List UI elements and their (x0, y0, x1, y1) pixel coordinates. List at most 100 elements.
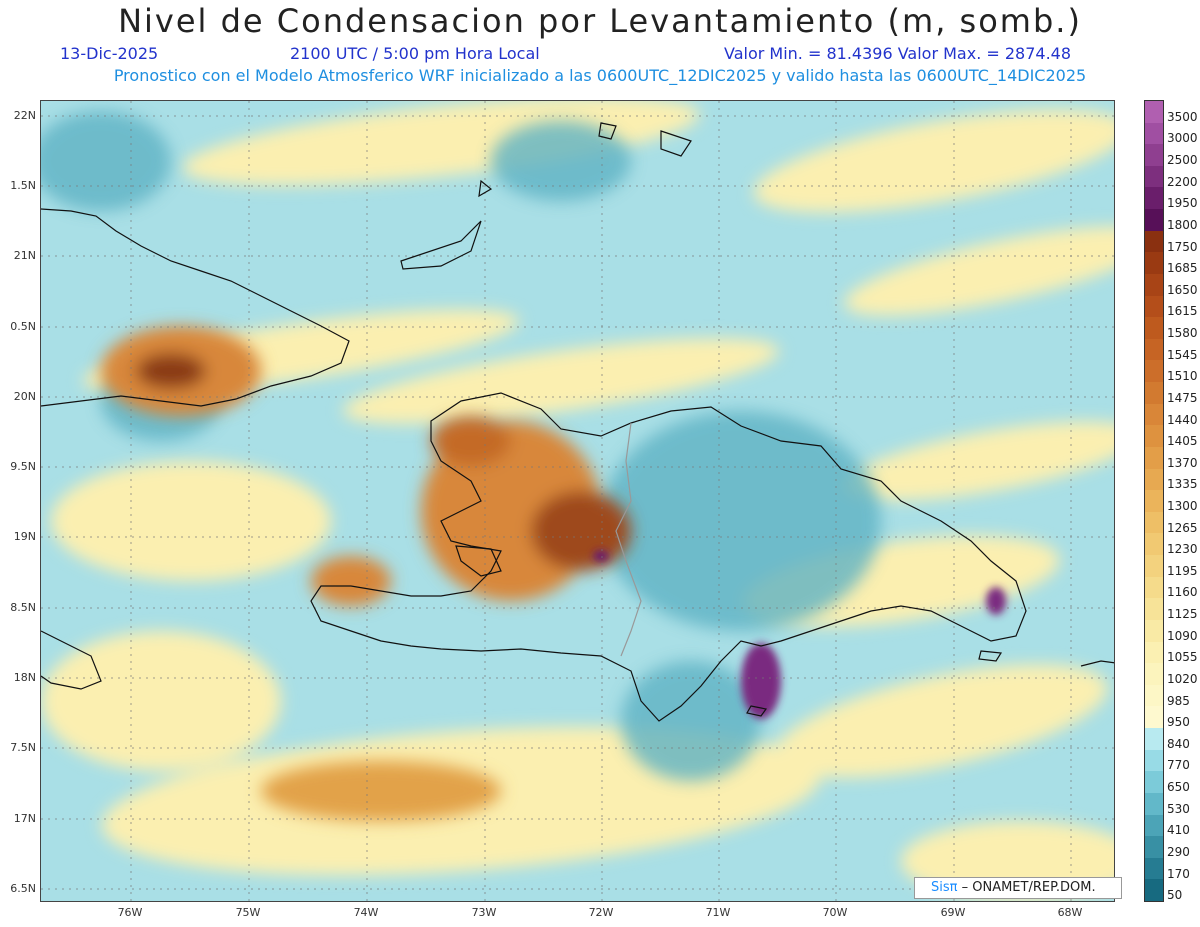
colorbar-segment (1145, 641, 1163, 664)
colorbar-segment (1145, 706, 1163, 729)
moist-areas (41, 111, 881, 781)
lon-label: 75W (235, 906, 261, 919)
coastlines (41, 122, 1114, 722)
colorbar-level-label: 410 (1167, 823, 1190, 838)
lat-label: 17N (13, 812, 36, 825)
sis-logo-text: Sisπ (931, 880, 958, 895)
colorbar-level-label: 1020 (1167, 671, 1198, 686)
lat-label: 20N (13, 390, 36, 403)
colorbar-segment (1145, 490, 1163, 513)
colorbar-level-label: 840 (1167, 736, 1190, 751)
colorbar-segment (1145, 576, 1163, 599)
colorbar-segment (1145, 403, 1163, 426)
colorbar-level-label: 1440 (1167, 412, 1198, 427)
colorbar-segment (1145, 728, 1163, 751)
colorbar-segment (1145, 382, 1163, 405)
colorbar-level-label: 1950 (1167, 196, 1198, 211)
colorbar-segment (1145, 295, 1163, 318)
colorbar-level-label: 950 (1167, 715, 1190, 730)
colorbar-level-label: 1750 (1167, 239, 1198, 254)
colorbar-segment (1145, 446, 1163, 470)
colorbar-level-label: 1370 (1167, 455, 1198, 470)
colorbar-level-label: 290 (1167, 844, 1190, 859)
map-title: Nivel de Condensacion por Levantamiento … (118, 2, 1082, 40)
colorbar-segment (1145, 836, 1163, 859)
colorbar-level-label: 1335 (1167, 477, 1198, 492)
lon-label: 70W (822, 906, 848, 919)
colorbar-segment (1145, 619, 1163, 643)
lat-label: 1.5N (10, 179, 36, 192)
colorbar-level-label: 1160 (1167, 585, 1198, 600)
colorbar-segment (1145, 814, 1163, 837)
colorbar-segment (1145, 360, 1163, 383)
lat-label: 21N (13, 249, 36, 262)
forecast-date: 13-Dic-2025 (60, 44, 159, 63)
org-credit: – ONAMET/REP.DOM. (961, 880, 1096, 895)
colorbar-segment (1145, 663, 1163, 686)
colorbar-segment (1145, 792, 1163, 815)
colorbar-level-label: 1475 (1167, 390, 1198, 405)
colorbar-level-label: 1580 (1167, 326, 1198, 341)
colorbar-segment (1145, 468, 1163, 491)
colorbar-level-label: 770 (1167, 758, 1190, 773)
lat-label: 9.5N (10, 460, 36, 473)
colorbar-level-label: 530 (1167, 801, 1190, 816)
colorbar-segment (1145, 252, 1163, 275)
colorbar-level-label: 1230 (1167, 542, 1198, 557)
colorbar-level-label: 1405 (1167, 434, 1198, 449)
colorbar-segment (1145, 749, 1163, 772)
colorbar-segment (1145, 144, 1163, 167)
colorbar-level-label: 2200 (1167, 174, 1198, 189)
graticule (41, 101, 1114, 901)
lat-label: 19N (13, 530, 36, 543)
colorbar-level-label: 1265 (1167, 520, 1198, 535)
lcl-map-field (40, 100, 1115, 902)
colorbar-level-label: 1685 (1167, 261, 1198, 276)
yellow-streaks (41, 101, 1114, 901)
lat-label: 7.5N (10, 741, 36, 754)
credit-box: Sisπ – ONAMET/REP.DOM. (914, 877, 1122, 899)
colorbar-level-label: 985 (1167, 693, 1190, 708)
colorbar-segment (1145, 511, 1163, 534)
colorbar-level-label: 1615 (1167, 304, 1198, 319)
colorbar-segment (1145, 684, 1163, 707)
colorbar-segment (1145, 273, 1163, 297)
colorbar-level-label: 2500 (1167, 153, 1198, 168)
colorbar-level-label: 50 (1167, 888, 1183, 903)
colorbar-segment (1145, 879, 1163, 902)
forecast-time: 2100 UTC / 5:00 pm Hora Local (290, 44, 540, 63)
colorbar-segment (1145, 555, 1163, 578)
colorbar-level-label: 1090 (1167, 628, 1198, 643)
colorbar-segment (1145, 101, 1163, 124)
colorbar-level-label: 1195 (1167, 563, 1198, 578)
colorbar-segment (1145, 122, 1163, 145)
colorbar-segment (1145, 317, 1163, 340)
lat-label: 18N (13, 671, 36, 684)
colorbar-level-label: 3000 (1167, 131, 1198, 146)
lat-label: 22N (13, 109, 36, 122)
colorbar-segment (1145, 230, 1163, 253)
colorbar-segment (1145, 165, 1163, 188)
colorbar-level-label: 1510 (1167, 369, 1198, 384)
map-svg (41, 101, 1114, 901)
colorbar-segment (1145, 338, 1163, 361)
colorbar-segment (1145, 187, 1163, 210)
colorbar-level-label: 170 (1167, 866, 1190, 881)
lat-label: 6.5N (10, 882, 36, 895)
colorbar-segment (1145, 857, 1163, 880)
colorbar-segment (1145, 209, 1163, 232)
colorbar-level-label: 1800 (1167, 217, 1198, 232)
min-max-values: Valor Min. = 81.4396 Valor Max. = 2874.4… (724, 44, 1072, 63)
colorbar-level-label: 1650 (1167, 282, 1198, 297)
extreme-lcl-areas (593, 550, 1006, 719)
lon-label: 72W (588, 906, 614, 919)
lon-label: 74W (353, 906, 379, 919)
lon-label: 71W (705, 906, 731, 919)
forecast-description: Pronostico con el Modelo Atmosferico WRF… (113, 66, 1087, 85)
colorbar (1144, 100, 1164, 902)
lat-label: 0.5N (10, 320, 36, 333)
lon-label: 68W (1057, 906, 1083, 919)
colorbar-level-label: 1125 (1167, 607, 1198, 622)
colorbar-level-label: 1055 (1167, 650, 1198, 665)
colorbar-segment (1145, 771, 1163, 794)
